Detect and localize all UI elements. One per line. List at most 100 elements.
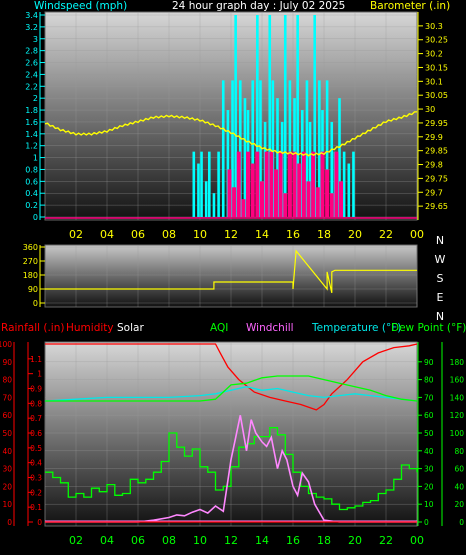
gust-bar	[306, 181, 311, 217]
wind-direction-line	[45, 249, 417, 294]
wind-direction-series	[45, 249, 417, 294]
y2tick-label: 29.65	[425, 202, 448, 211]
humidity-tick-label: 10	[2, 500, 12, 509]
ytick-label: 0.8	[25, 165, 38, 174]
rain-tick-label: 0.6	[30, 429, 42, 438]
windspeed-bar	[347, 163, 351, 217]
windspeed-bar	[212, 193, 216, 217]
windspeed-bar	[352, 151, 355, 217]
ytick-label: 1.8	[25, 106, 38, 115]
xtick-label: 02	[69, 534, 83, 547]
aqi-line	[45, 427, 418, 511]
y2tick-label: 30.2	[425, 50, 443, 59]
windspeed-axis-title: Windspeed (mph)	[34, 0, 127, 12]
humidity-tick-label: 90	[2, 358, 12, 367]
xtick-label: 04	[100, 534, 114, 547]
ytick-label: 1.6	[25, 118, 38, 127]
windspeed-bar	[217, 151, 220, 217]
solar-tick-label: 180	[450, 358, 465, 367]
windspeed-bar	[288, 80, 292, 218]
y2tick-label: 29.9	[425, 133, 443, 142]
gust-bar	[283, 193, 288, 217]
windspeed-bar	[296, 15, 299, 217]
windspeed-bar	[283, 15, 287, 217]
xtick-label: 00	[410, 534, 424, 547]
y2tick-label: 29.85	[425, 147, 448, 156]
solar-tick-label: 160	[450, 376, 465, 385]
humidity-tick-label: 0	[7, 518, 12, 527]
xtick-label: 16	[286, 534, 300, 547]
ytick-label: 2.6	[25, 59, 38, 68]
compass-label: N	[436, 234, 444, 247]
windspeed-bar	[251, 80, 254, 218]
windspeed-bar	[226, 110, 230, 217]
windspeed-bar	[231, 80, 234, 218]
xtick-label: 16	[286, 228, 300, 241]
gust-bar	[287, 151, 292, 217]
legend-aqi: AQI	[210, 322, 228, 334]
legend-solar: Solar	[117, 322, 144, 334]
gust-bar	[255, 151, 260, 217]
gust-bar	[269, 151, 274, 217]
xtick-label: 02	[69, 228, 83, 241]
ytick-label: 3.2	[25, 23, 38, 32]
xtick-label: 08	[162, 228, 176, 241]
xtick-label: 18	[317, 228, 331, 241]
rain-tick-label: 0.7	[30, 414, 42, 423]
compass-label: N	[436, 310, 444, 323]
barometer-series	[44, 111, 418, 157]
direction-degrees-axis: 0 90 180 270 360	[23, 243, 45, 308]
temp-tick-label: 40	[424, 447, 434, 456]
barometer-axis-title: Barometer (.in)	[370, 0, 450, 12]
xtick-label: 04	[100, 228, 114, 241]
solar-axis: 0 20 40 60 80 100 120 140 160 180	[441, 342, 465, 527]
windspeed-bar	[204, 181, 208, 217]
xtick-label: 00	[410, 228, 424, 241]
xtick-label: 20	[348, 534, 362, 547]
temp-tick-label: 20	[424, 482, 434, 491]
gust-bar	[250, 163, 255, 217]
gust-bar	[246, 151, 251, 217]
solar-tick-label: 60	[454, 465, 464, 474]
ytick-label: 2.4	[25, 70, 38, 79]
ytick-label: 90	[28, 285, 38, 294]
gust-bar	[339, 181, 344, 217]
panel2-grid	[45, 245, 418, 307]
humidity-tick-label: 50	[2, 429, 12, 438]
rain-tick-label: 0.4	[30, 459, 42, 468]
solar-tick-label: 0	[459, 518, 464, 527]
windspeed-bar	[308, 121, 312, 217]
compass-label: W	[435, 253, 446, 266]
ytick-label: 1.4	[25, 130, 38, 139]
rain-tick-label: 0.5	[30, 444, 42, 453]
windspeed-bar	[271, 80, 275, 218]
ytick-label: 0.6	[25, 177, 38, 186]
gust-bar	[320, 151, 325, 217]
ytick-label: 3	[33, 35, 38, 44]
windspeed-bar	[200, 151, 203, 217]
panel3-x-axis: 02 04 06 08 10 12 14 16 18 20 22 00	[69, 534, 424, 547]
windspeed-bar	[313, 15, 316, 217]
xtick-label: 10	[193, 534, 207, 547]
rain-tick-label: 0	[37, 518, 42, 527]
y2tick-label: 30.05	[425, 91, 448, 100]
rain-tick-label: 0.8	[30, 399, 42, 408]
temperature-line	[44, 386, 418, 402]
ytick-label: 2	[33, 94, 38, 103]
temperature-axis: 0 10 20 30 40 50 60 70 80 90	[417, 342, 434, 527]
windspeed-bar	[318, 80, 321, 218]
xtick-label: 12	[224, 228, 238, 241]
chart-title: 24 hour graph day : July 02 2025	[172, 0, 345, 12]
legend-humidity: Humidity	[66, 322, 114, 334]
humidity-tick-label: 70	[2, 393, 12, 402]
humidity-tick-label: 40	[2, 447, 12, 456]
rain-tick-label: 1.1	[30, 355, 42, 364]
y2tick-label: 30.1	[425, 77, 443, 86]
temp-tick-label: 50	[424, 429, 434, 438]
xtick-label: 18	[317, 534, 331, 547]
rain-tick-label: 1	[37, 370, 42, 379]
barometer-axis: 29.65 29.7 29.75 29.8 29.85 29.9 29.95 30 30.05 3…	[417, 12, 448, 220]
xtick-label: 12	[224, 534, 238, 547]
y2tick-label: 29.8	[425, 161, 443, 170]
